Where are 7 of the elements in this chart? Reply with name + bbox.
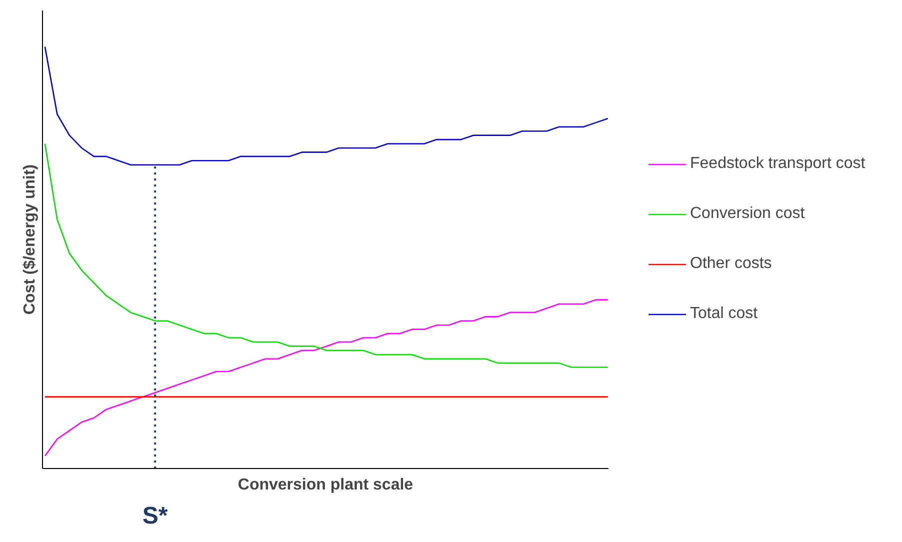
legend-label: Other costs [690, 255, 772, 273]
text: S* [142, 502, 168, 530]
y-axis-title: Cost ($/energy unit) [22, 164, 38, 315]
x-axis-title: Conversion plant scale [238, 476, 414, 494]
legend-label: Conversion cost [690, 205, 805, 223]
legend-label: Total cost [690, 305, 758, 323]
legend-label: Feedstock transport cost [690, 155, 866, 173]
